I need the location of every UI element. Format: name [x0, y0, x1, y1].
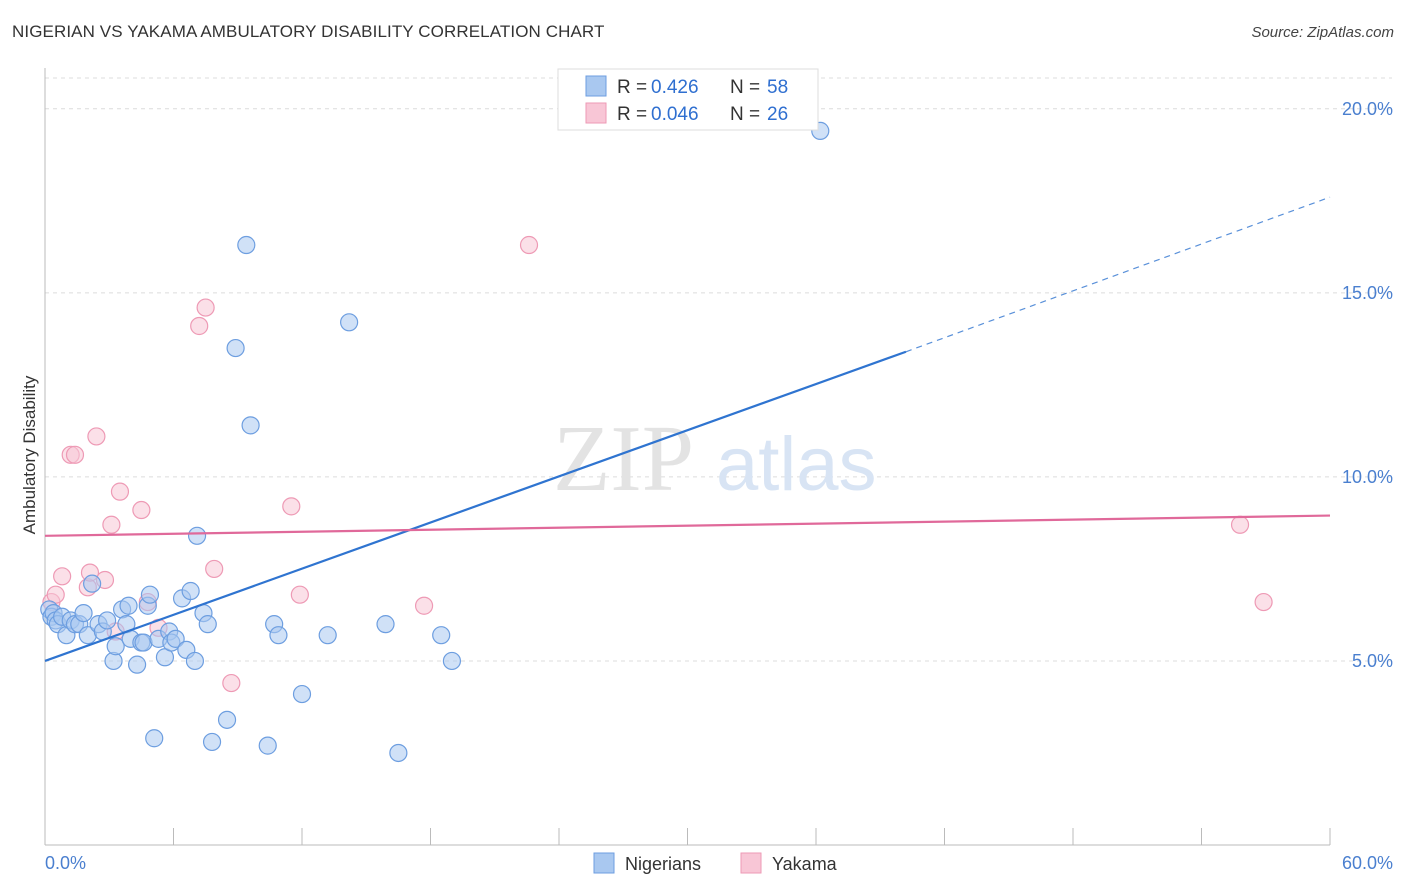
data-point: [140, 585, 160, 604]
data-point: [282, 497, 301, 516]
data-point: [181, 581, 200, 601]
legend-n-label-2: N =: [730, 104, 760, 125]
watermark: ZIP atlas: [553, 407, 877, 511]
tick-labels: 5.0% 10.0% 15.0% 20.0% 0.0% 60.0%: [45, 99, 1393, 873]
trend-lines: [44, 196, 1331, 662]
data-point: [74, 603, 93, 623]
data-point: [145, 729, 164, 748]
bottom-legend-label-yakama: Yakama: [772, 854, 838, 874]
data-point: [202, 732, 222, 752]
data-point: [269, 626, 288, 645]
trend-line: [44, 514, 1331, 537]
legend-top: R = 0.426 N = 58 R = 0.046 N = 26: [557, 68, 819, 131]
legend-r-label-1: R =: [617, 77, 647, 98]
data-point: [119, 596, 138, 615]
bottom-legend-label-nigerians: Nigerians: [625, 854, 701, 874]
data-point: [519, 235, 539, 255]
data-point: [376, 615, 395, 634]
legend-swatch-yakama: [585, 102, 607, 124]
legend-n-label-1: N =: [730, 77, 760, 98]
legend-r-value-2: 0.046: [651, 104, 699, 125]
data-point: [110, 482, 130, 501]
trend-line: [44, 350, 907, 662]
data-point: [442, 651, 462, 671]
data-point: [432, 626, 451, 645]
data-point: [102, 515, 121, 534]
data-point: [134, 633, 153, 652]
watermark-zip: ZIP: [553, 407, 694, 511]
x-tick-label: 60.0%: [1342, 853, 1393, 873]
legend-n-value-2: 26: [767, 104, 788, 125]
y-axis-label: Ambulatory Disability: [20, 375, 39, 534]
data-point: [127, 655, 147, 674]
grid-lines: [45, 77, 1392, 662]
data-point: [1254, 592, 1273, 612]
data-point: [414, 596, 434, 615]
data-point: [190, 316, 209, 336]
data-point: [292, 684, 312, 704]
data-point: [106, 637, 125, 656]
legend-swatch-nigerians: [585, 75, 607, 97]
data-point: [258, 736, 277, 755]
data-point: [196, 298, 215, 317]
y-tick-label: 15.0%: [1342, 283, 1393, 303]
axes: [44, 68, 1331, 846]
data-point: [318, 626, 337, 645]
legend-bottom: Nigerians Yakama: [593, 852, 838, 874]
legend-n-value-1: 58: [767, 77, 788, 98]
data-point: [241, 416, 260, 435]
legend-r-value-1: 0.426: [651, 77, 699, 98]
data-point: [98, 611, 117, 630]
y-tick-label: 10.0%: [1342, 467, 1393, 487]
data-point: [166, 629, 185, 648]
chart-title: NIGERIAN VS YAKAMA AMBULATORY DISABILITY…: [12, 22, 605, 41]
data-point: [53, 567, 72, 586]
data-point: [198, 615, 217, 634]
data-point: [226, 338, 245, 358]
data-point: [132, 500, 151, 520]
data-point: [217, 710, 237, 729]
data-point: [290, 585, 309, 604]
y-tick-label: 5.0%: [1352, 651, 1393, 671]
data-point: [222, 673, 241, 693]
data-point: [237, 235, 256, 255]
data-point: [389, 743, 408, 763]
source-label: Source: ZipAtlas.com: [1251, 24, 1394, 41]
trend-line-extension: [905, 196, 1331, 353]
data-point: [187, 526, 207, 545]
watermark-atlas: atlas: [716, 422, 877, 507]
data-point: [1230, 515, 1250, 534]
legend-r-label-2: R =: [617, 104, 647, 125]
data-point: [185, 651, 205, 671]
data-point: [340, 313, 359, 332]
data-point: [87, 427, 106, 446]
data-point: [83, 574, 102, 593]
series-nigerians-points: [40, 121, 830, 763]
data-point: [205, 559, 224, 579]
y-tick-label: 20.0%: [1342, 99, 1393, 119]
x-tick-label: 0.0%: [45, 853, 86, 873]
data-point: [65, 445, 85, 464]
bottom-legend-swatch-nigerians: [593, 852, 615, 874]
bottom-legend-swatch-yakama: [740, 852, 762, 874]
